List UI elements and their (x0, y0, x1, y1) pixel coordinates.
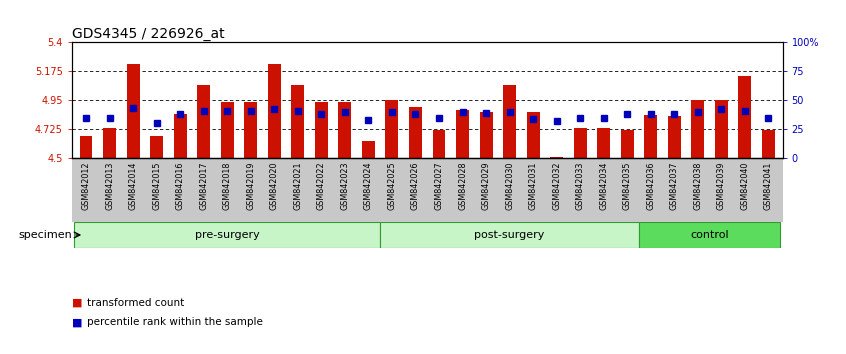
Bar (74, 222, 380, 248)
Bar (173, 114, 187, 158)
Text: GSM842024: GSM842024 (364, 161, 373, 210)
Bar (715, 99, 728, 158)
Bar (197, 85, 210, 158)
Bar (127, 64, 140, 158)
Bar (432, 130, 446, 158)
Text: GSM842028: GSM842028 (458, 161, 467, 210)
Bar (456, 110, 469, 158)
Text: ■: ■ (72, 318, 82, 327)
Bar (480, 113, 492, 158)
Bar (550, 157, 563, 158)
Bar (621, 130, 634, 158)
Bar (291, 85, 305, 158)
Bar (315, 102, 327, 158)
Bar (667, 116, 681, 158)
Bar (785, 131, 799, 158)
Text: GSM842021: GSM842021 (294, 161, 302, 210)
Text: GSM842014: GSM842014 (129, 161, 138, 210)
Bar (221, 102, 233, 158)
Text: transformed count: transformed count (87, 298, 184, 308)
Text: ■: ■ (72, 298, 82, 308)
Text: GSM842019: GSM842019 (246, 161, 255, 210)
Bar (503, 85, 516, 158)
Bar (244, 102, 257, 158)
Text: GSM842012: GSM842012 (81, 161, 91, 210)
Bar (80, 136, 92, 158)
Text: post-surgery: post-surgery (475, 230, 545, 240)
Bar (597, 129, 610, 158)
Bar (639, 222, 780, 248)
Text: control: control (690, 230, 729, 240)
Text: GSM842016: GSM842016 (176, 161, 184, 210)
Text: GSM842030: GSM842030 (505, 161, 514, 210)
Text: GSM842017: GSM842017 (199, 161, 208, 210)
Text: GSM842023: GSM842023 (340, 161, 349, 210)
Text: GSM842036: GSM842036 (646, 161, 656, 210)
Text: GSM842027: GSM842027 (435, 161, 443, 210)
Bar (103, 129, 116, 158)
Bar (762, 130, 775, 158)
Bar (386, 100, 398, 158)
Text: percentile rank within the sample: percentile rank within the sample (87, 318, 263, 327)
Text: GSM842015: GSM842015 (152, 161, 161, 210)
Text: pre-surgery: pre-surgery (195, 230, 260, 240)
Text: GSM842018: GSM842018 (222, 161, 232, 210)
Bar (645, 115, 657, 158)
Bar (268, 64, 281, 158)
Text: GSM842022: GSM842022 (317, 161, 326, 210)
Text: GSM842025: GSM842025 (387, 161, 397, 210)
Text: GSM842020: GSM842020 (270, 161, 279, 210)
Text: GSM842033: GSM842033 (575, 161, 585, 210)
Text: GSM842013: GSM842013 (105, 161, 114, 210)
Text: GSM842039: GSM842039 (717, 161, 726, 210)
Text: GSM842029: GSM842029 (481, 161, 491, 210)
Text: GSM842032: GSM842032 (552, 161, 561, 210)
Text: GSM842038: GSM842038 (694, 161, 702, 210)
Bar (574, 129, 586, 158)
Bar (380, 222, 639, 248)
Text: GSM842026: GSM842026 (411, 161, 420, 210)
Bar (338, 102, 351, 158)
Bar (527, 113, 540, 158)
Text: GDS4345 / 226926_at: GDS4345 / 226926_at (72, 28, 224, 41)
Bar (691, 100, 705, 158)
Bar (809, 138, 822, 158)
Text: specimen: specimen (19, 230, 73, 240)
Text: GSM842040: GSM842040 (740, 161, 750, 210)
Text: GSM842041: GSM842041 (764, 161, 773, 210)
Bar (150, 136, 163, 158)
Text: GSM842031: GSM842031 (529, 161, 537, 210)
Text: GSM842035: GSM842035 (623, 161, 632, 210)
Bar (739, 76, 751, 158)
Text: GSM842034: GSM842034 (599, 161, 608, 210)
Bar (362, 141, 375, 158)
Text: GSM842037: GSM842037 (670, 161, 678, 210)
Bar (409, 107, 422, 158)
